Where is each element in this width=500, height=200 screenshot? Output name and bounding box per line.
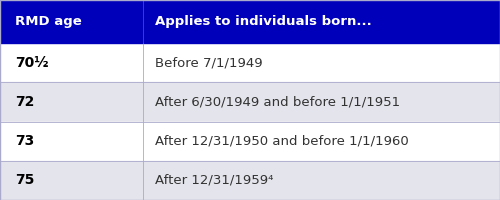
Text: After 6/30/1949 and before 1/1/1951: After 6/30/1949 and before 1/1/1951	[155, 95, 400, 108]
Text: RMD age: RMD age	[15, 15, 82, 28]
Bar	[0, 43, 500, 82]
Bar	[0, 161, 500, 200]
Bar	[0, 0, 500, 43]
Text: 73: 73	[15, 134, 34, 148]
Text: 75: 75	[15, 173, 34, 187]
Text: Before 7/1/1949: Before 7/1/1949	[155, 56, 262, 69]
Text: After 12/31/1950 and before 1/1/1960: After 12/31/1950 and before 1/1/1960	[155, 135, 409, 148]
Bar	[0, 82, 500, 122]
Text: 72: 72	[15, 95, 34, 109]
Bar	[0, 121, 500, 161]
Text: 70½: 70½	[15, 56, 48, 70]
Text: After 12/31/1959⁴: After 12/31/1959⁴	[155, 174, 274, 187]
Text: Applies to individuals born...: Applies to individuals born...	[155, 15, 372, 28]
